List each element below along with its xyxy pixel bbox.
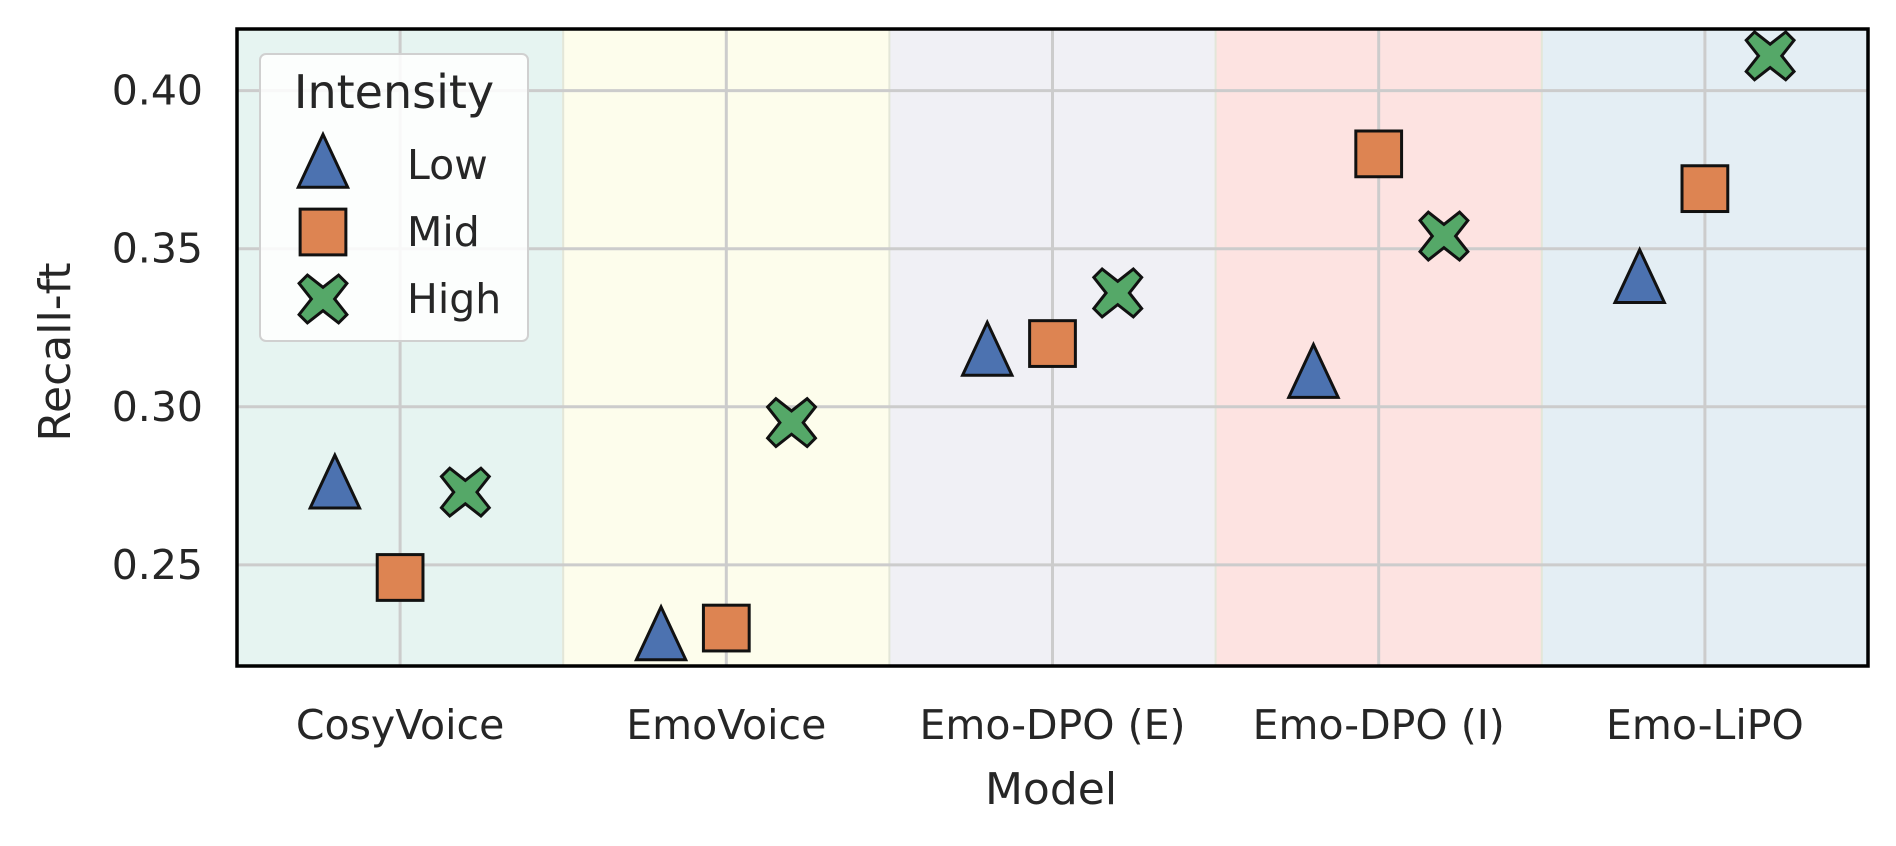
legend-box	[259, 53, 529, 342]
y-axis-label: Recall-ft	[30, 262, 81, 441]
y-tick-label: 0.35	[112, 225, 203, 273]
x-tick-label: Emo-LiPO	[1606, 701, 1804, 749]
marker-high-0	[439, 466, 492, 519]
legend-marker-low	[295, 130, 351, 189]
y-tick-labels: 0.25 0.30 0.35 0.40	[112, 67, 203, 589]
x-tick-label: CosyVoice	[296, 701, 504, 749]
legend-marker-mid	[298, 207, 348, 257]
legend-marker-high	[297, 273, 349, 325]
marker-low-0	[307, 451, 362, 510]
x-tick-label: EmoVoice	[626, 701, 826, 749]
marker-mid-2	[1028, 319, 1077, 368]
marker-high-2	[1091, 267, 1144, 319]
y-tick-label: 0.30	[112, 383, 203, 431]
x-tick-label: Emo-DPO (E)	[920, 701, 1186, 749]
data-markers	[307, 29, 1797, 662]
marker-low-1	[634, 603, 689, 662]
y-tick-label: 0.25	[112, 541, 203, 589]
marker-low-2	[960, 318, 1015, 377]
marker-high-1	[765, 396, 818, 449]
legend-label-high: High	[407, 275, 501, 323]
legend-label-low: Low	[407, 141, 488, 189]
y-tick-label: 0.40	[112, 67, 203, 115]
marker-low-4	[1612, 246, 1667, 305]
legend: Intensity Low Mid High	[259, 53, 529, 342]
x-tick-labels: CosyVoice EmoVoice Emo-DPO (E) Emo-DPO (I) E…	[296, 701, 1804, 749]
marker-high-4	[1744, 29, 1797, 82]
legend-label-mid: Mid	[407, 208, 480, 256]
marker-high-3	[1418, 210, 1470, 262]
x-axis-label: Model	[985, 764, 1117, 815]
marker-mid-0	[375, 553, 425, 602]
marker-mid-1	[701, 603, 751, 653]
legend-title: Intensity	[294, 65, 494, 119]
marker-low-3	[1286, 340, 1341, 399]
plot-frame	[235, 27, 1870, 668]
marker-mid-4	[1680, 164, 1730, 214]
marker-mid-3	[1354, 129, 1404, 179]
x-tick-label: Emo-DPO (I)	[1253, 701, 1505, 749]
